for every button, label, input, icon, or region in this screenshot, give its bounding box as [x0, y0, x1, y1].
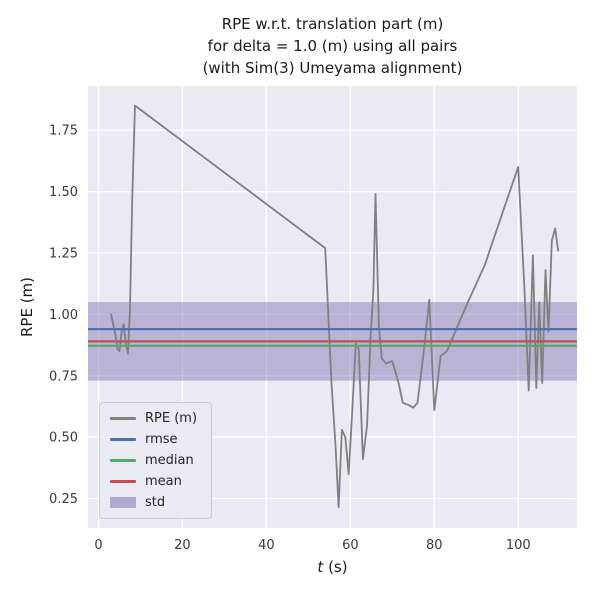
- legend-label-rpe: RPE (m): [145, 411, 198, 426]
- chart-title-line-1: RPE w.r.t. translation part (m): [221, 15, 444, 33]
- legend: RPE (m) rmse median mean std: [99, 402, 213, 519]
- y-tick-label: 1.25: [49, 246, 78, 261]
- legend-item-rmse: rmse: [110, 432, 197, 447]
- x-tick-label: 20: [174, 538, 191, 553]
- y-tick-label: 0.75: [49, 369, 78, 384]
- legend-item-rpe: RPE (m): [110, 411, 197, 426]
- x-axis-label-variable: t: [317, 558, 324, 576]
- legend-item-mean: mean: [110, 474, 197, 489]
- rpe-line-swatch: [110, 417, 136, 420]
- chart-title-line-2: for delta = 1.0 (m) using all pairs: [207, 36, 458, 55]
- legend-item-median: median: [110, 453, 197, 468]
- x-tick-label: 0: [94, 538, 102, 553]
- y-tick-label: 1.50: [49, 185, 78, 200]
- legend-label-rmse: rmse: [145, 432, 178, 447]
- y-tick-label: 0.50: [49, 431, 78, 446]
- x-tick-label: 80: [426, 538, 443, 553]
- legend-label-mean: mean: [145, 474, 182, 489]
- y-tick-label: 0.25: [49, 492, 78, 507]
- y-tick-label: 1.00: [49, 308, 78, 323]
- legend-label-median: median: [145, 453, 194, 468]
- legend-label-std: std: [145, 495, 166, 510]
- mean-line-swatch: [110, 480, 136, 483]
- y-tick-label: 1.75: [49, 124, 78, 139]
- median-line-swatch: [110, 459, 136, 462]
- x-tick-label: 40: [258, 538, 275, 553]
- y-axis-label: RPE (m): [18, 276, 36, 338]
- chart-title-line-3: (with Sim(3) Umeyama alignment): [202, 58, 463, 77]
- x-axis-label-unit: (s): [323, 558, 348, 576]
- legend-item-std: std: [110, 495, 197, 510]
- x-tick-label: 100: [506, 538, 531, 553]
- chart-title: RPE w.r.t. translation part (m) for delt…: [88, 14, 577, 79]
- rmse-line-swatch: [110, 438, 136, 441]
- x-tick-label: 60: [342, 538, 359, 553]
- std-band-swatch: [110, 497, 136, 508]
- rpe-line: [110, 104, 559, 509]
- x-axis-label: t (s): [88, 558, 577, 576]
